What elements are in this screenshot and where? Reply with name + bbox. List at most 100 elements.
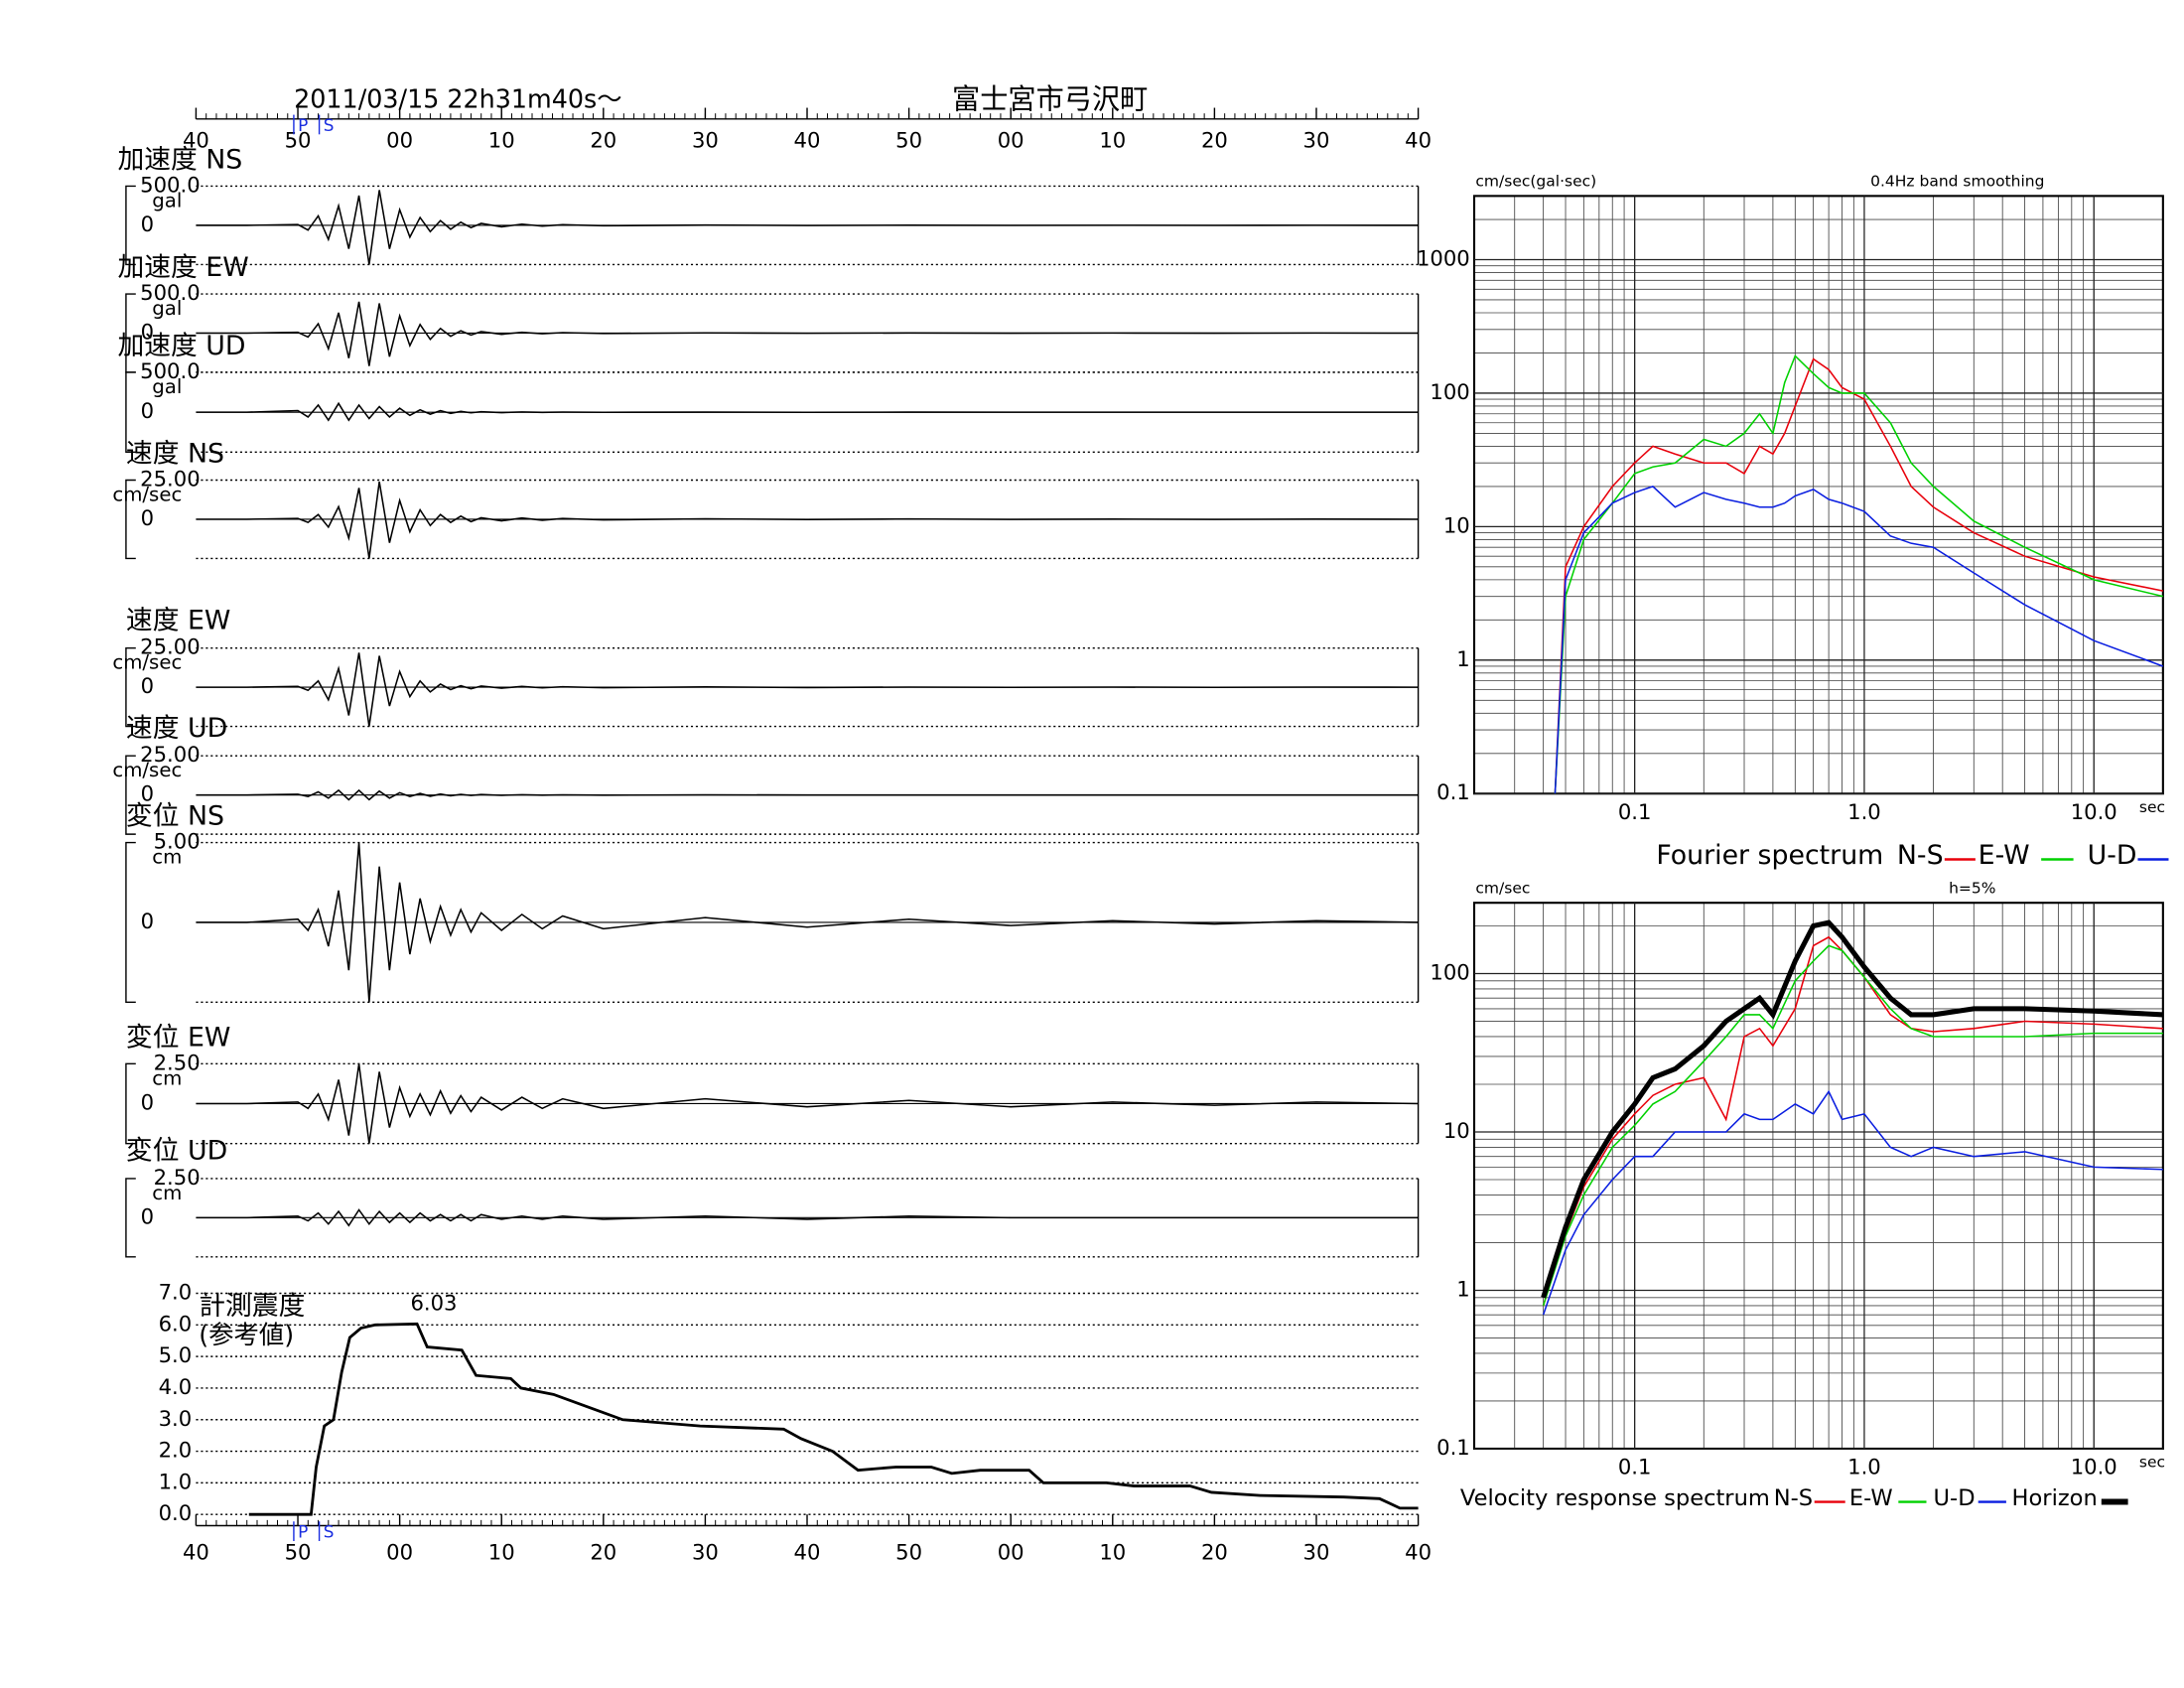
unit-label: cm/sec — [112, 484, 182, 506]
legend-label: N-S — [1897, 840, 1944, 871]
waveform-trace — [196, 301, 1419, 366]
phase-label: P — [298, 115, 308, 135]
panel-bracket — [125, 1062, 136, 1145]
unit-label: gal — [152, 375, 182, 398]
waveform-trace — [196, 1063, 1419, 1144]
y-tick-label: 500.0 — [140, 172, 200, 197]
x-tick-label: 10.0 — [2071, 799, 2117, 824]
x-unit: sec — [2139, 798, 2165, 816]
panel-name: 速度 NS — [126, 439, 224, 470]
panel-bracket — [125, 371, 136, 454]
y-tick-label: 0.1 — [1436, 1435, 1470, 1460]
y-axis-label: cm/sec — [1475, 880, 1530, 898]
unit-label: cm/sec — [112, 651, 182, 674]
x-tick-label: 40 — [794, 1540, 821, 1565]
y-tick-label: 0 — [141, 398, 154, 423]
phase-label: S — [324, 1522, 335, 1542]
legend-title: Fourier spectrum — [1656, 840, 1883, 871]
y-tick-label: 4.0 — [159, 1374, 193, 1399]
spectrum-line — [1541, 919, 2163, 1299]
x-unit: sec — [2139, 1454, 2165, 1472]
x-tick-label: 00 — [386, 127, 413, 152]
x-tick-label: 1.0 — [1847, 1455, 1881, 1479]
y-tick-label: 3.0 — [159, 1406, 193, 1431]
x-tick-label: 10 — [1099, 127, 1126, 152]
phase-label: S — [324, 115, 335, 135]
x-tick-label: 50 — [285, 1540, 312, 1565]
unit-label: cm — [152, 1182, 182, 1204]
y-tick-label: 0 — [141, 1089, 154, 1114]
legend-label: Horizon — [2012, 1485, 2098, 1511]
panel-name: 変位 EW — [126, 1022, 230, 1053]
legend-label: N-S — [1774, 1485, 1813, 1511]
y-tick-label: 0 — [141, 211, 154, 236]
panel-name: 変位 UD — [126, 1136, 227, 1167]
x-tick-label: 40 — [1405, 1540, 1432, 1565]
x-tick-label: 10 — [488, 1540, 515, 1565]
x-tick-label: 0.1 — [1618, 1455, 1652, 1479]
x-tick-label: 20 — [1201, 127, 1228, 152]
spectrum-line — [1542, 935, 2163, 1307]
unit-label: gal — [152, 189, 182, 211]
waveform-trace — [196, 652, 1419, 727]
y-tick-label: 10 — [1443, 512, 1470, 537]
x-tick-label: 20 — [1201, 1540, 1228, 1565]
spectrum-line — [1554, 357, 2163, 794]
station-name: 富士宮市弓沢町 — [952, 82, 1148, 115]
y-tick-label: 25.00 — [140, 467, 200, 492]
x-tick-label: 00 — [998, 127, 1024, 152]
x-tick-label: 1.0 — [1847, 799, 1881, 824]
panel-bracket — [125, 841, 136, 1003]
y-tick-label: 0 — [141, 781, 154, 806]
y-tick-label: 1000 — [1417, 245, 1470, 270]
legend-label: U-D — [2088, 840, 2137, 871]
x-tick-label: 20 — [590, 1540, 616, 1565]
x-tick-label: 40 — [1405, 127, 1432, 152]
panel-bracket — [125, 646, 136, 728]
x-tick-label: 30 — [1303, 1540, 1330, 1565]
legend-label: U-D — [1934, 1485, 1976, 1511]
legend-label: E-W — [1849, 1485, 1893, 1511]
y-tick-label: 10 — [1443, 1118, 1470, 1143]
y-tick-label: 500.0 — [140, 358, 200, 383]
waveform-trace — [196, 788, 1419, 801]
x-tick-label: 10 — [1099, 1540, 1126, 1565]
y-tick-label: 5.00 — [154, 829, 201, 854]
y-tick-label: 25.00 — [140, 634, 200, 659]
x-tick-label: 50 — [895, 1540, 922, 1565]
y-tick-label: 2.50 — [154, 1050, 201, 1074]
waveform-trace — [196, 401, 1419, 422]
x-tick-label: 40 — [183, 1540, 209, 1565]
chart-note: 0.4Hz band smoothing — [1870, 173, 2044, 191]
panel-name: 加速度 EW — [117, 252, 248, 283]
panel-name: 加速度 UD — [117, 331, 245, 361]
y-tick-label: 5.0 — [159, 1342, 193, 1367]
panel-name: 速度 EW — [126, 605, 230, 635]
waveform-trace — [196, 842, 1419, 1003]
panel-name: 速度 UD — [126, 713, 227, 744]
intensity-title: 計測震度 — [199, 1291, 305, 1322]
unit-label: cm — [152, 1066, 182, 1089]
x-tick-label: 30 — [692, 1540, 719, 1565]
x-tick-label: 30 — [1303, 127, 1330, 152]
peak-label: 6.03 — [410, 1291, 457, 1316]
x-tick-label: 10.0 — [2071, 1455, 2117, 1479]
chart-note: h=5% — [1949, 880, 1995, 898]
y-tick-label: 0.1 — [1436, 779, 1470, 804]
legend-title: Velocity response spectrum — [1460, 1485, 1770, 1511]
panel-bracket — [125, 755, 136, 835]
y-tick-label: 0 — [141, 1203, 154, 1228]
y-tick-label: 0 — [141, 909, 154, 933]
x-tick-label: 40 — [794, 127, 821, 152]
spectrum-line — [1542, 944, 2163, 1307]
panel-bracket — [125, 479, 136, 560]
y-tick-label: 100 — [1430, 960, 1469, 985]
phase-label: P — [298, 1522, 308, 1542]
unit-label: cm/sec — [112, 759, 182, 781]
spectrum-line — [1554, 486, 2164, 794]
waveform-trace — [196, 481, 1419, 559]
y-tick-label: 100 — [1430, 379, 1469, 404]
x-tick-label: 00 — [998, 1540, 1024, 1565]
